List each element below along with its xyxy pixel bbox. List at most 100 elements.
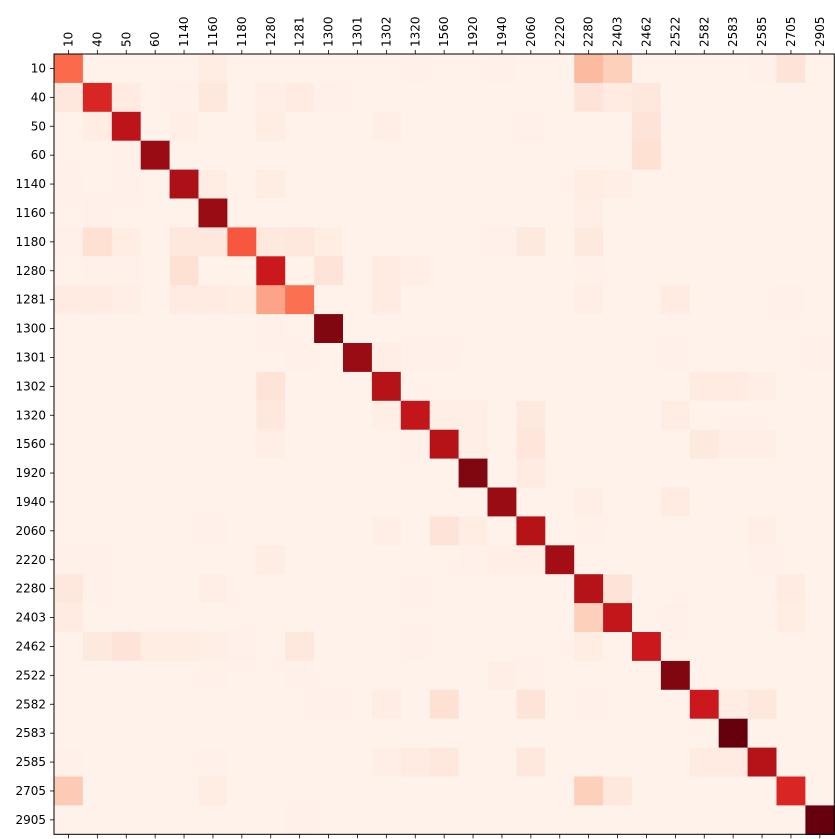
heatmap-cell-1301-2280 — [574, 343, 604, 373]
heatmap-cell-10-1940 — [487, 54, 517, 84]
heatmap-cell-2905-2060 — [516, 805, 546, 835]
heatmap-cell-1940-2582 — [689, 487, 720, 517]
heatmap-cell-2280-50 — [111, 574, 142, 604]
heatmap-cell-2582-2403 — [603, 689, 633, 720]
heatmap-cell-2522-1302 — [371, 660, 402, 691]
y-tick-label: 10 — [31, 61, 46, 75]
heatmap-cell-2462-2280 — [574, 632, 604, 662]
x-tick-label: 2522 — [668, 16, 682, 47]
heatmap-cell-2280-1281 — [285, 574, 315, 604]
heatmap-cell-1320-10 — [54, 400, 84, 431]
heatmap-cell-1560-1280 — [256, 429, 286, 460]
heatmap-cell-1140-1301 — [343, 169, 373, 200]
heatmap-cell-1180-1300 — [314, 227, 344, 257]
heatmap-cell-1280-2060 — [516, 256, 546, 286]
heatmap-cell-1281-2522 — [660, 285, 691, 315]
heatmap-cell-2522-1940 — [487, 660, 517, 691]
heatmap-cell-2522-40 — [82, 660, 113, 691]
heatmap-cell-1300-1920 — [458, 314, 489, 344]
heatmap-cell-1280-2905 — [805, 256, 835, 286]
heatmap-cell-10-1140 — [169, 54, 200, 84]
heatmap-cell-2905-2220 — [545, 805, 575, 835]
heatmap-cell-1140-2522 — [660, 169, 691, 200]
heatmap-cell-1920-2403 — [603, 458, 633, 489]
heatmap-cell-2403-40 — [82, 603, 113, 633]
heatmap-cell-1560-2462 — [632, 429, 662, 460]
heatmap-cell-2060-2462 — [632, 516, 662, 546]
heatmap-cell-2462-2522 — [660, 632, 691, 662]
heatmap-cell-2280-60 — [140, 574, 171, 604]
heatmap-cell-2403-1302 — [371, 603, 402, 633]
heatmap-cell-10-2522 — [660, 54, 691, 84]
heatmap-cell-1320-2585 — [747, 400, 778, 431]
heatmap-cell-1300-50 — [111, 314, 142, 344]
heatmap-cell-1280-2585 — [747, 256, 778, 286]
heatmap-cell-2705-50 — [111, 776, 142, 806]
heatmap-cell-2585-1301 — [343, 747, 373, 778]
x-tick-label: 1300 — [322, 16, 336, 47]
heatmap-cell-2585-1160 — [198, 747, 228, 778]
heatmap-cell-2522-2280 — [574, 660, 604, 691]
x-tick-label: 1140 — [177, 16, 191, 47]
heatmap-cell-2403-2060 — [516, 603, 546, 633]
heatmap-cell-10-2280 — [574, 54, 604, 84]
heatmap-cell-1180-2582 — [689, 227, 720, 257]
heatmap-cell-2403-2583 — [718, 603, 749, 633]
heatmap-cell-50-2905 — [805, 111, 835, 142]
heatmap-cell-1920-2705 — [776, 458, 806, 489]
heatmap-cell-2905-2905 — [805, 805, 835, 835]
heatmap-cell-2220-40 — [82, 545, 113, 575]
heatmap-cell-1281-1920 — [458, 285, 489, 315]
heatmap-cell-2705-1140 — [169, 776, 200, 806]
heatmap-cell-1160-2905 — [805, 198, 835, 228]
heatmap-cell-2905-1302 — [371, 805, 402, 835]
heatmap-cell-1560-60 — [140, 429, 171, 460]
heatmap-cell-2403-2905 — [805, 603, 835, 633]
heatmap-cell-2705-2220 — [545, 776, 575, 806]
heatmap-cell-1302-2582 — [689, 371, 720, 402]
y-tick-label: 1320 — [15, 408, 46, 422]
y-tick-label: 1301 — [15, 350, 46, 364]
heatmap-cell-1160-1140 — [169, 198, 200, 228]
heatmap-cell-2905-1280 — [256, 805, 286, 835]
heatmap-cell-2060-40 — [82, 516, 113, 546]
x-tick-label: 1302 — [379, 16, 393, 47]
heatmap-cell-1281-1281 — [285, 285, 315, 315]
heatmap-cell-1280-2582 — [689, 256, 720, 286]
heatmap-cell-1140-2220 — [545, 169, 575, 200]
heatmap-cell-1300-1940 — [487, 314, 517, 344]
heatmap-cell-1180-1281 — [285, 227, 315, 257]
heatmap-cell-1180-1301 — [343, 227, 373, 257]
heatmap-cell-2462-2705 — [776, 632, 806, 662]
heatmap-cell-1560-10 — [54, 429, 84, 460]
heatmap-cell-1180-1160 — [198, 227, 228, 257]
heatmap-cell-2585-2905 — [805, 747, 835, 778]
heatmap-cell-2220-1281 — [285, 545, 315, 575]
heatmap-cell-40-2220 — [545, 82, 575, 113]
heatmap-cell-2905-1300 — [314, 805, 344, 835]
heatmap-cell-2280-1280 — [256, 574, 286, 604]
heatmap-cell-2705-1560 — [429, 776, 460, 806]
heatmap-cell-2585-2522 — [660, 747, 691, 778]
heatmap-cell-60-40 — [82, 140, 113, 171]
heatmap-cell-2583-1281 — [285, 718, 315, 749]
heatmap-cell-2905-1140 — [169, 805, 200, 835]
heatmap-cell-1301-2905 — [805, 343, 835, 373]
heatmap-cell-1320-2905 — [805, 400, 835, 431]
heatmap-cell-2403-1160 — [198, 603, 228, 633]
heatmap-cell-2905-1920 — [458, 805, 489, 835]
heatmap-cell-2582-1280 — [256, 689, 286, 720]
y-tick-label: 1560 — [15, 437, 46, 451]
heatmap-cell-1560-2403 — [603, 429, 633, 460]
heatmap-cell-2522-2583 — [718, 660, 749, 691]
heatmap-cell-2583-10 — [54, 718, 84, 749]
heatmap-cell-2583-1301 — [343, 718, 373, 749]
heatmap-cell-2403-1560 — [429, 603, 460, 633]
heatmap-cell-1160-1160 — [198, 198, 228, 228]
heatmap-cell-1301-1160 — [198, 343, 228, 373]
heatmap-cell-2582-40 — [82, 689, 113, 720]
heatmap-cell-2582-2583 — [718, 689, 749, 720]
heatmap-cell-2220-1940 — [487, 545, 517, 575]
heatmap-cell-2582-2220 — [545, 689, 575, 720]
heatmap-cell-2403-1320 — [400, 603, 431, 633]
